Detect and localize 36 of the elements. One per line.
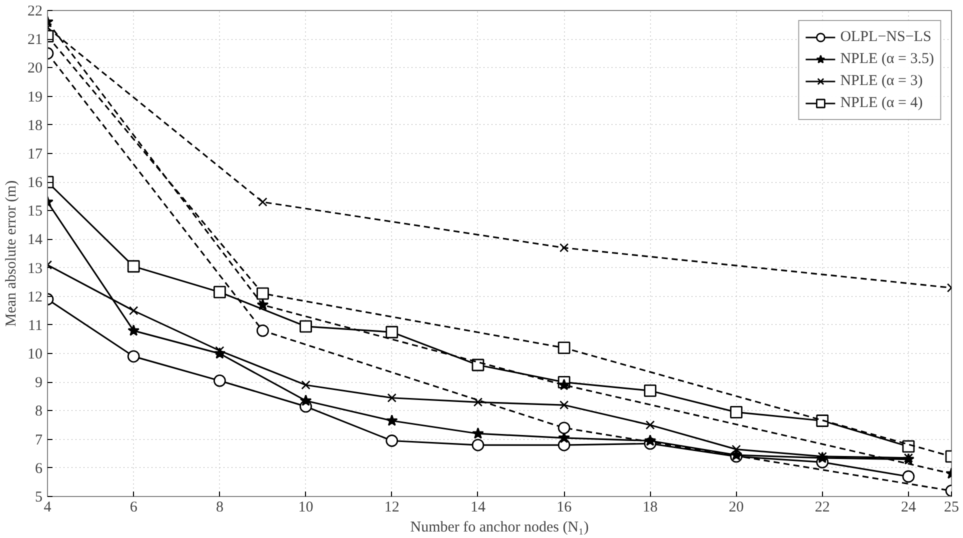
y-tick-label: 7 bbox=[35, 432, 43, 448]
y-tick-label: 5 bbox=[35, 490, 42, 506]
x-tick-label: 14 bbox=[470, 500, 486, 516]
y-tick-label: 9 bbox=[35, 375, 42, 392]
y-tick-label: 8 bbox=[35, 404, 42, 420]
y-tick-label: 22 bbox=[28, 4, 42, 20]
y-axis-title: Mean absolute error (m) bbox=[4, 180, 20, 327]
x-tick-label: 22 bbox=[814, 500, 830, 516]
y-tick-label: 10 bbox=[28, 346, 42, 363]
y-tick-label: 21 bbox=[28, 32, 42, 48]
y-tick-label: 17 bbox=[28, 146, 43, 162]
x-tick-label: 6 bbox=[130, 500, 138, 516]
y-tick-label: 14 bbox=[28, 232, 43, 248]
x-axis-title: Number fo anchor nodes (N₁) bbox=[410, 520, 589, 536]
legend-label: NPLE (α = 3.5) bbox=[840, 50, 934, 68]
x-tick-label: 20 bbox=[728, 500, 744, 516]
x-tick-label: 12 bbox=[384, 500, 400, 516]
legend-label: OLPL−NS−LS bbox=[840, 28, 932, 46]
x-tick-label: 18 bbox=[642, 500, 658, 516]
x-tick-label: 16 bbox=[556, 500, 572, 516]
x-tick-label: 24 bbox=[900, 500, 916, 516]
y-tick-label: 19 bbox=[28, 89, 42, 106]
y-tick-label: 6 bbox=[35, 460, 43, 477]
x-tick-label: 4 bbox=[44, 500, 52, 516]
legend-label: NPLE (α = 4) bbox=[840, 94, 923, 112]
y-tick-label: 16 bbox=[28, 175, 43, 192]
y-tick-label: 20 bbox=[28, 60, 42, 77]
legend-label: NPLE (α = 3) bbox=[840, 72, 923, 90]
y-tick-label: 12 bbox=[28, 289, 42, 306]
y-tick-label: 11 bbox=[28, 318, 43, 334]
y-tick-label: 13 bbox=[28, 260, 42, 277]
y-tick-label: 18 bbox=[28, 118, 42, 134]
x-tick-label: 8 bbox=[216, 500, 224, 516]
x-tick-label: 10 bbox=[298, 500, 314, 516]
x-tick-label: 25 bbox=[944, 500, 959, 516]
y-tick-label: 15 bbox=[28, 204, 42, 220]
